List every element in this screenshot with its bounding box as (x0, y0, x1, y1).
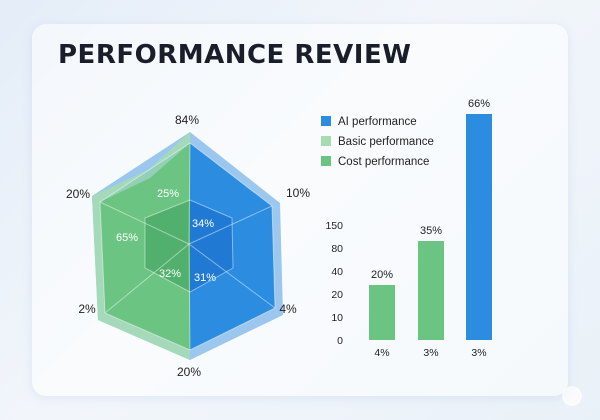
radar-inner-green (145, 200, 190, 292)
bar-chart: 0 10 20 40 80 150 20% 4% 35% 3% 66% 3% (325, 98, 492, 359)
radar-inner-blue (190, 200, 233, 292)
radar-inner-label: 32% (159, 268, 181, 280)
legend-label: Basic performance (338, 136, 434, 148)
bar (369, 285, 395, 340)
legend: AI performance Basic performance Cost perf… (321, 116, 434, 168)
radar-inner-label: 31% (194, 272, 216, 284)
legend-label: AI performance (338, 116, 417, 128)
y-tick-label: 20 (331, 289, 343, 301)
x-tick-label: 3% (423, 347, 438, 359)
radar-spoke (188, 243, 276, 309)
radar-spoke (99, 201, 190, 245)
legend-label: Cost performance (338, 156, 429, 168)
radar-spoke (104, 243, 190, 314)
legend-swatch (321, 156, 331, 166)
radar-spoke (188, 243, 191, 351)
watermark-icon (562, 386, 582, 406)
page-title: PERFORMANCE REVIEW (58, 40, 412, 70)
y-tick-label: 10 (331, 312, 343, 324)
radar-inner-label: 65% (116, 232, 138, 244)
radar-axis-label: 20% (66, 187, 90, 201)
radar-axis-label: 84% (175, 113, 199, 127)
legend-swatch (321, 116, 331, 126)
bar-data-label: 35% (420, 225, 442, 237)
radar-axis-label: 4% (279, 302, 297, 316)
radar-inner-label: 34% (192, 218, 214, 230)
bar (418, 241, 444, 340)
radar-inner-label: 25% (157, 188, 179, 200)
radar-chart: 84% 10% 4% 20% 2% 20% 25% 34% 65% 32% 31% (66, 113, 310, 379)
y-tick-label: 0 (337, 335, 343, 347)
bar-data-label: 66% (468, 98, 490, 110)
radar-grid-ring (144, 199, 234, 293)
x-tick-label: 3% (471, 347, 486, 359)
legend-swatch (321, 136, 331, 146)
y-tick-label: 150 (325, 220, 343, 232)
radar-axis-label: 2% (78, 302, 96, 316)
y-tick-label: 80 (331, 243, 343, 255)
bar (466, 114, 492, 340)
y-tick-label: 40 (331, 266, 343, 278)
radar-spoke (188, 205, 273, 245)
radar-axis-label: 20% (177, 365, 201, 379)
x-tick-label: 4% (374, 347, 389, 359)
radar-grid-ring (99, 142, 276, 351)
radar-axis-label: 10% (286, 186, 310, 200)
radar-spoke (188, 142, 191, 245)
bar-data-label: 20% (371, 269, 393, 281)
